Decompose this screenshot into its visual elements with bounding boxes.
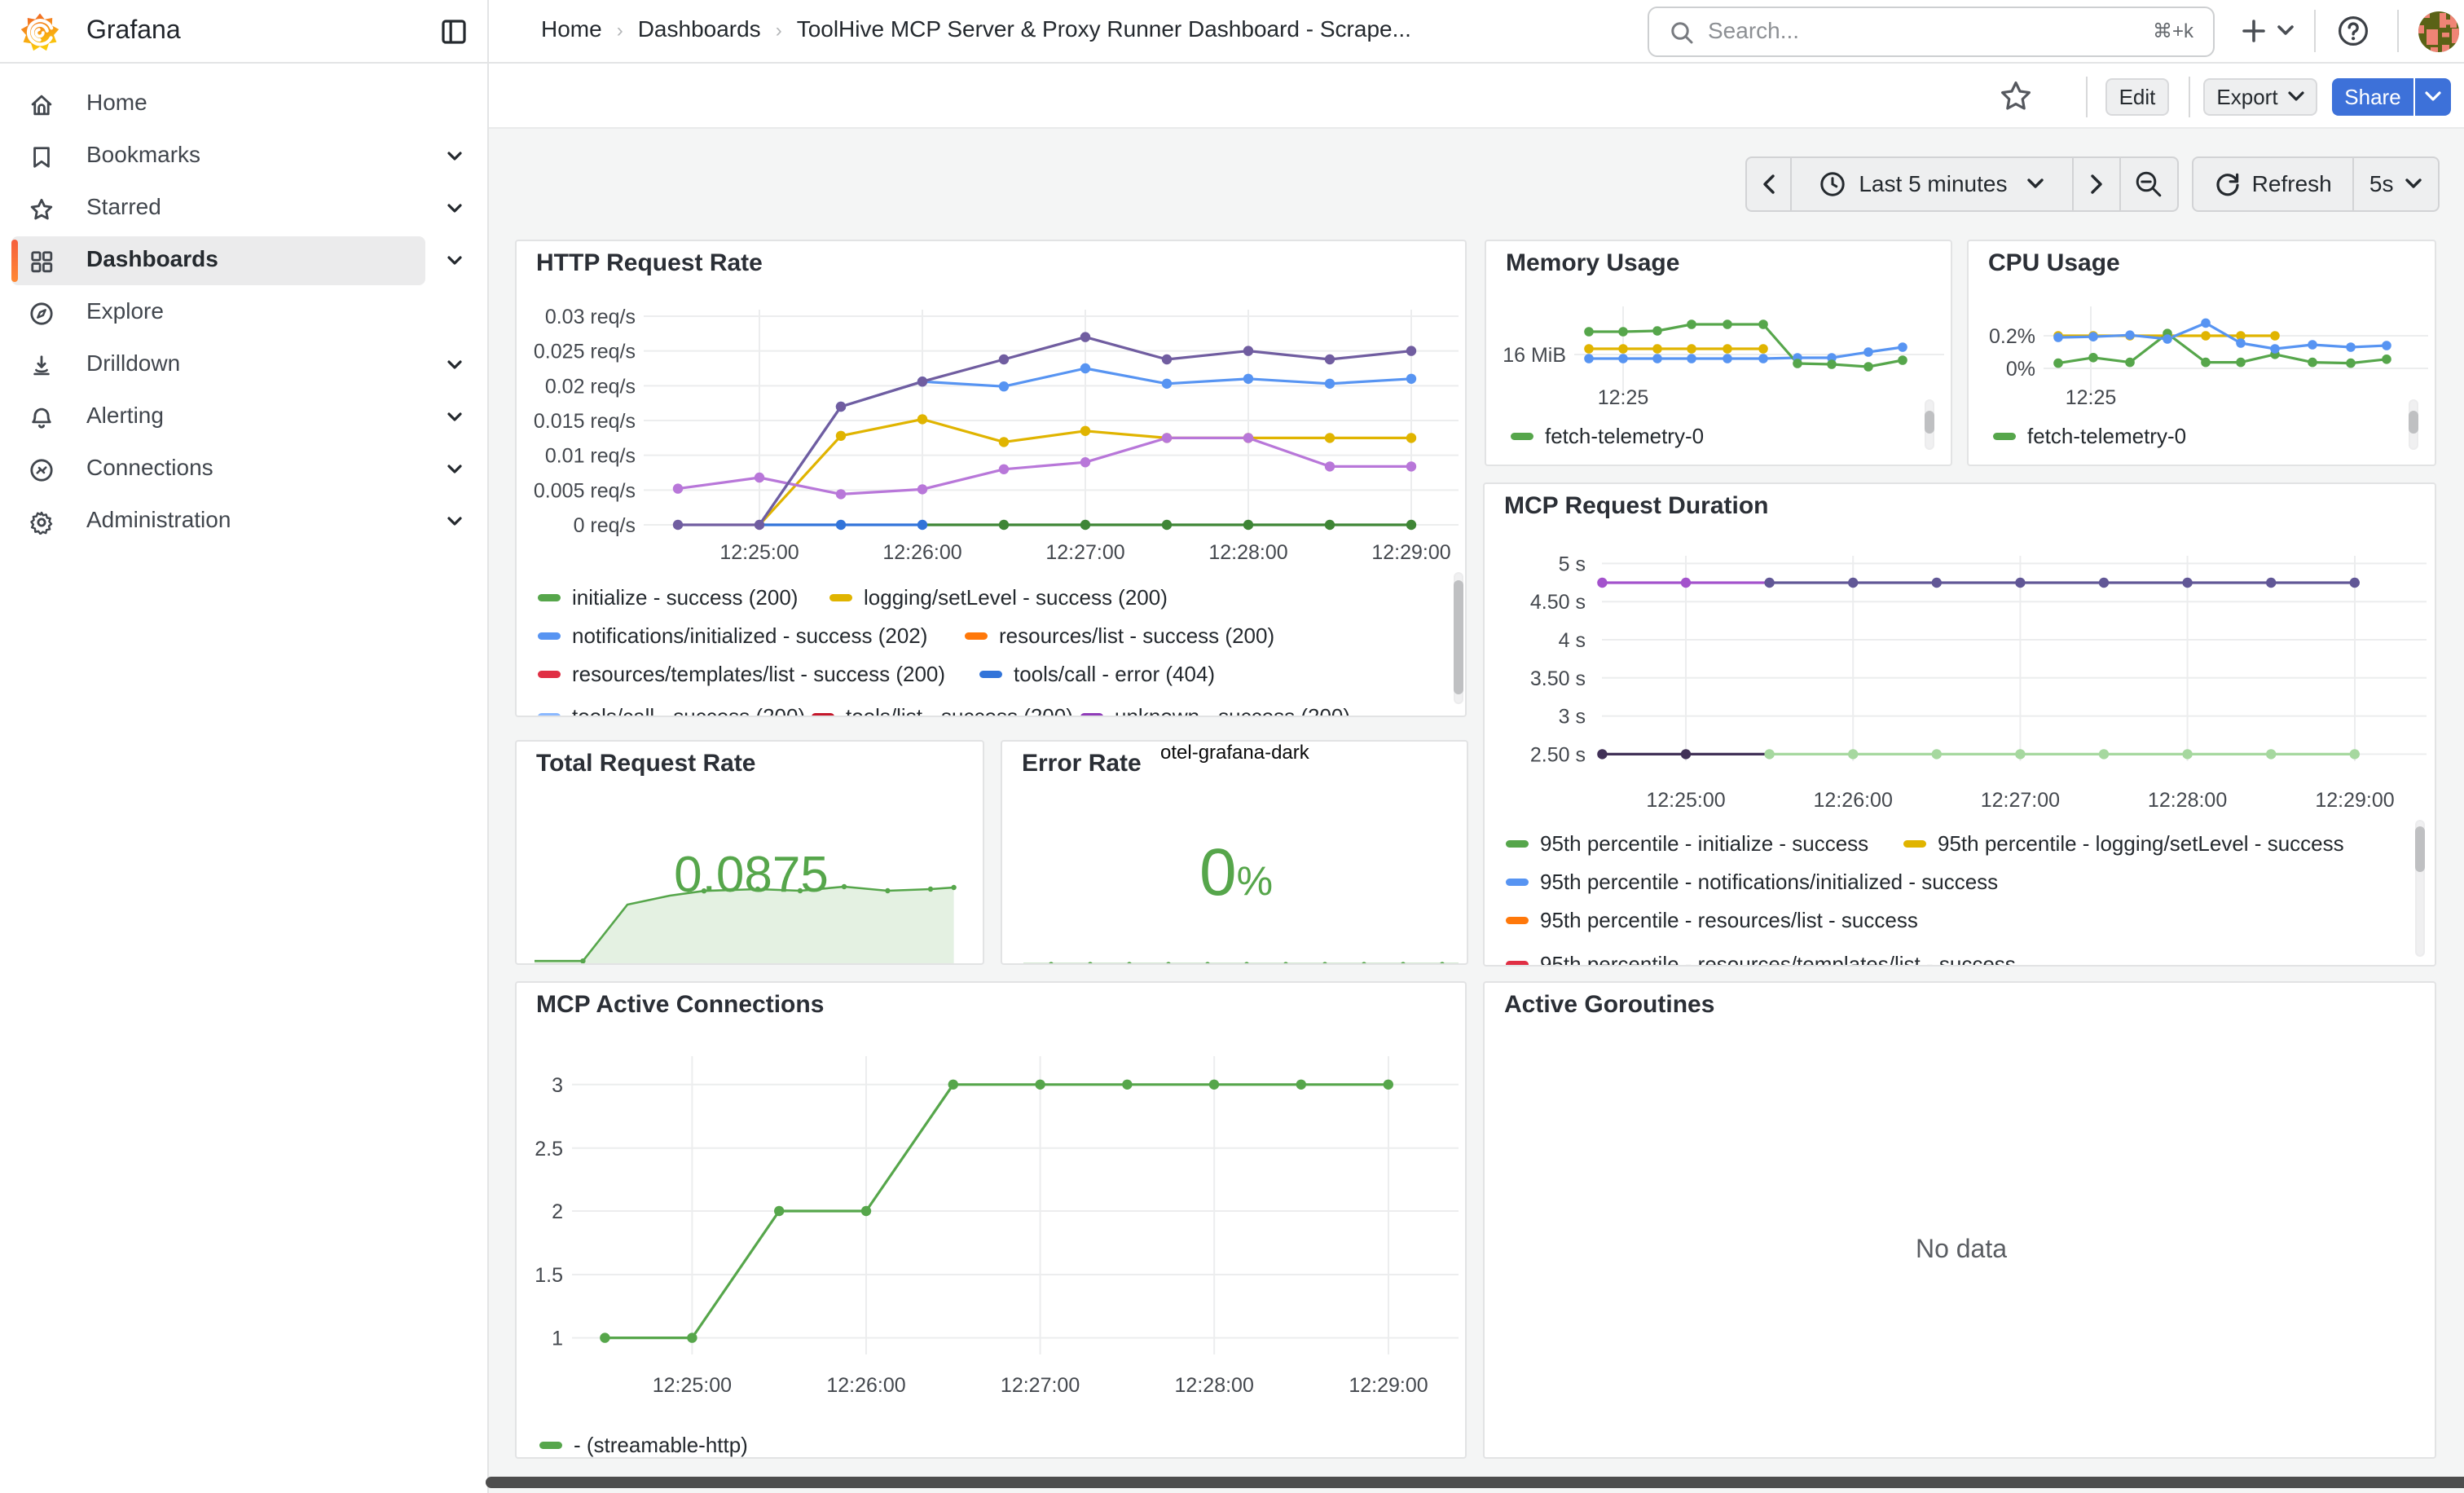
svg-text:4 s: 4 s xyxy=(1559,629,1586,652)
svg-text:12:25: 12:25 xyxy=(1598,386,1649,409)
svg-text:12:25: 12:25 xyxy=(2066,386,2117,409)
svg-text:12:26:00: 12:26:00 xyxy=(1814,789,1893,812)
svg-text:3 s: 3 s xyxy=(1559,706,1586,729)
svg-text:12:28:00: 12:28:00 xyxy=(1175,1374,1254,1397)
svg-text:1: 1 xyxy=(552,1328,563,1350)
svg-text:12:26:00: 12:26:00 xyxy=(882,541,961,564)
svg-text:12:27:00: 12:27:00 xyxy=(1001,1374,1080,1397)
svg-text:0.02 req/s: 0.02 req/s xyxy=(545,375,636,398)
svg-text:12:27:00: 12:27:00 xyxy=(1045,541,1124,564)
svg-text:0.2%: 0.2% xyxy=(1989,325,2035,348)
svg-text:12:25:00: 12:25:00 xyxy=(719,541,799,564)
svg-text:12:29:00: 12:29:00 xyxy=(1349,1374,1428,1397)
svg-text:1.5: 1.5 xyxy=(535,1264,563,1287)
svg-text:0.025 req/s: 0.025 req/s xyxy=(534,341,636,363)
svg-text:12:29:00: 12:29:00 xyxy=(2315,789,2394,812)
svg-text:0.03 req/s: 0.03 req/s xyxy=(545,306,636,328)
svg-text:0.01 req/s: 0.01 req/s xyxy=(545,445,636,468)
svg-text:2.5: 2.5 xyxy=(535,1138,563,1160)
svg-text:16 MiB: 16 MiB xyxy=(1503,344,1566,367)
svg-text:3.50 s: 3.50 s xyxy=(1530,667,1586,690)
svg-text:12:27:00: 12:27:00 xyxy=(1981,789,2060,812)
svg-text:2: 2 xyxy=(552,1200,563,1223)
svg-text:0.015 req/s: 0.015 req/s xyxy=(534,410,636,433)
svg-text:12:25:00: 12:25:00 xyxy=(653,1374,732,1397)
svg-text:4.50 s: 4.50 s xyxy=(1530,591,1586,614)
svg-text:12:28:00: 12:28:00 xyxy=(2148,789,2227,812)
svg-text:12:25:00: 12:25:00 xyxy=(1646,789,1725,812)
svg-text:12:29:00: 12:29:00 xyxy=(1371,541,1450,564)
svg-text:0%: 0% xyxy=(2006,358,2035,381)
svg-text:2.50 s: 2.50 s xyxy=(1530,743,1586,766)
svg-text:12:26:00: 12:26:00 xyxy=(826,1374,905,1397)
svg-text:12:28:00: 12:28:00 xyxy=(1208,541,1287,564)
svg-text:0 req/s: 0 req/s xyxy=(574,514,636,537)
svg-text:0.005 req/s: 0.005 req/s xyxy=(534,479,636,502)
svg-text:3: 3 xyxy=(552,1074,563,1097)
svg-text:5 s: 5 s xyxy=(1559,553,1586,575)
